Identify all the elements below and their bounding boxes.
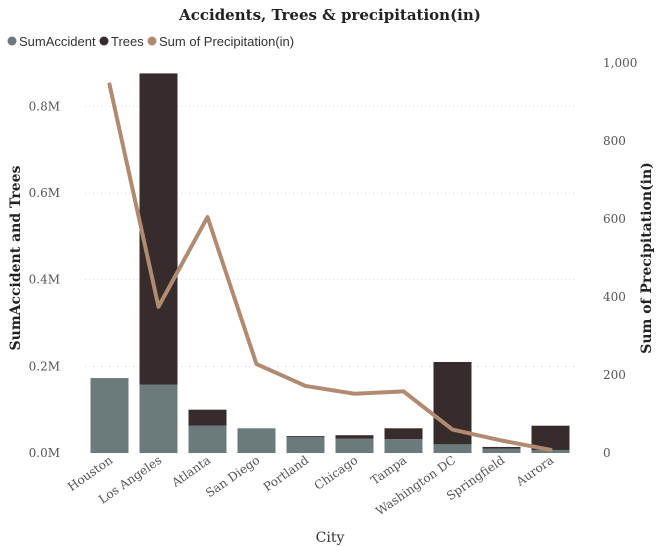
- bar-sumaccident: [139, 384, 178, 453]
- bar-sumaccident: [384, 439, 423, 453]
- y2-tick-label: 0: [603, 446, 611, 460]
- line-precipitation: [107, 82, 553, 452]
- bar-sumaccident: [286, 436, 325, 453]
- x-tick-label: San Diego: [203, 453, 262, 500]
- bar-trees: [482, 446, 521, 449]
- y-axis-left-label: SumAccident and Trees: [8, 165, 24, 350]
- legend-label-trees: Trees: [111, 34, 144, 49]
- y2-tick-label: 1,000: [603, 56, 637, 70]
- legend-marker-precipitation: [147, 36, 157, 46]
- y2-tick-label: 800: [603, 134, 626, 148]
- legend-label-precipitation: Sum of Precipitation(in): [159, 34, 294, 49]
- bar-sumaccident: [237, 428, 276, 453]
- x-tick-label: Aurora: [513, 453, 556, 489]
- y-tick-label: 0.6M: [29, 186, 60, 200]
- legend-label-sumaccident: SumAccident: [19, 34, 96, 49]
- bar-trees: [188, 409, 227, 426]
- legend-marker-trees: [99, 36, 109, 46]
- legend: SumAccident Trees Sum of Precipitation(i…: [7, 34, 294, 49]
- bar-trees: [139, 73, 178, 385]
- x-tick-label: Tampa: [368, 453, 409, 488]
- x-tick-label: Chicago: [312, 453, 361, 493]
- y-axis-right-label: Sum of Precipitation(in): [639, 162, 655, 354]
- chart-title: Accidents, Trees & precipitation(in): [178, 6, 481, 24]
- bar-sumaccident: [433, 444, 472, 453]
- y2-tick-label: 400: [603, 290, 626, 304]
- bar-sumaccident: [188, 425, 227, 453]
- y2-tick-label: 200: [603, 368, 626, 382]
- bar-trees: [286, 436, 325, 437]
- y-tick-label: 0.0M: [29, 446, 60, 460]
- y-axis-left-ticks: 0.0M 0.2M 0.4M 0.6M 0.8M: [29, 99, 60, 460]
- bar-series: [90, 73, 570, 453]
- bar-sumaccident: [90, 378, 129, 453]
- y2-tick-label: 600: [603, 212, 626, 226]
- bar-sumaccident: [482, 448, 521, 453]
- bar-trees: [384, 428, 423, 440]
- line-series: [107, 82, 553, 452]
- gridlines: [85, 105, 575, 367]
- x-tick-label: Atlanta: [168, 453, 213, 490]
- bar-sumaccident: [335, 438, 374, 453]
- y-tick-label: 0.8M: [29, 99, 60, 113]
- x-tick-label: Portland: [261, 453, 312, 494]
- bar-trees: [335, 435, 374, 439]
- y-axis-right-ticks: 0 200 400 600 800 1,000: [603, 56, 637, 460]
- y-tick-label: 0.4M: [29, 273, 60, 287]
- y-tick-label: 0.2M: [29, 359, 60, 373]
- x-axis-label: City: [316, 530, 345, 546]
- legend-marker-sumaccident: [7, 36, 17, 46]
